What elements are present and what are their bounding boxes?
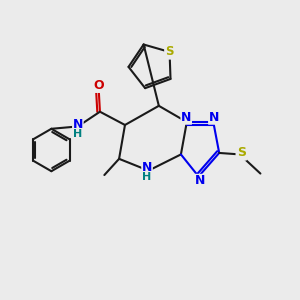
Text: S: S xyxy=(237,146,246,159)
Text: O: O xyxy=(93,79,104,92)
Text: S: S xyxy=(165,45,174,58)
Text: N: N xyxy=(209,111,219,124)
Text: N: N xyxy=(195,174,205,188)
Text: N: N xyxy=(73,118,83,131)
Text: N: N xyxy=(181,111,191,124)
Text: H: H xyxy=(73,129,83,139)
Text: H: H xyxy=(142,172,152,182)
Text: N: N xyxy=(142,161,152,174)
